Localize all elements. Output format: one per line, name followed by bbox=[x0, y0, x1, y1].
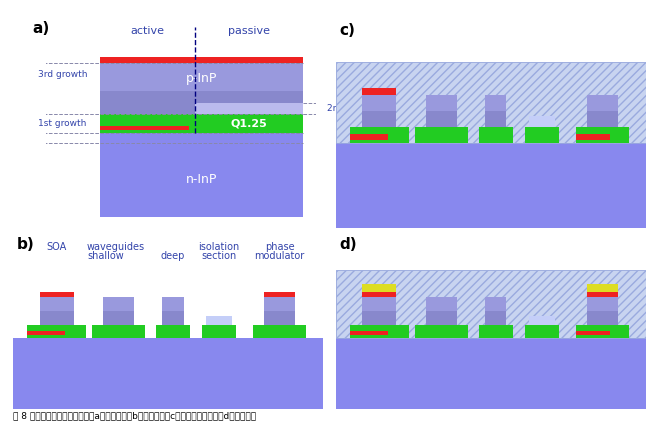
Bar bbox=[100, 114, 303, 133]
Bar bbox=[350, 127, 409, 143]
Bar bbox=[253, 325, 306, 338]
Bar bbox=[40, 292, 74, 298]
Text: modulator: modulator bbox=[254, 251, 304, 261]
Bar bbox=[40, 298, 74, 311]
Bar bbox=[529, 316, 556, 325]
Bar bbox=[415, 325, 468, 338]
Bar bbox=[426, 95, 457, 111]
Bar bbox=[336, 270, 646, 338]
Text: section: section bbox=[202, 251, 237, 261]
Bar bbox=[362, 88, 397, 95]
Bar bbox=[206, 316, 233, 325]
Bar bbox=[362, 298, 397, 311]
Text: passive: passive bbox=[228, 26, 270, 36]
Bar bbox=[362, 111, 397, 127]
Bar bbox=[162, 311, 184, 325]
Bar bbox=[587, 111, 618, 127]
Bar bbox=[576, 331, 610, 335]
Bar bbox=[336, 338, 646, 409]
Text: n-InP: n-InP bbox=[186, 173, 217, 186]
Bar bbox=[362, 292, 397, 298]
Bar bbox=[100, 63, 303, 91]
Bar bbox=[195, 103, 303, 114]
Bar bbox=[100, 91, 303, 114]
Bar bbox=[587, 311, 618, 325]
Bar bbox=[350, 331, 388, 335]
Text: 1st growth: 1st growth bbox=[38, 119, 86, 128]
Text: isolation: isolation bbox=[198, 242, 240, 252]
Bar bbox=[426, 111, 457, 127]
Text: b): b) bbox=[16, 237, 34, 252]
Bar bbox=[103, 311, 134, 325]
Bar bbox=[485, 298, 507, 311]
Bar bbox=[362, 95, 397, 111]
Bar bbox=[587, 298, 618, 311]
Bar bbox=[426, 311, 457, 325]
Bar bbox=[92, 325, 145, 338]
Bar bbox=[264, 311, 295, 325]
Bar bbox=[485, 311, 507, 325]
Bar bbox=[13, 338, 323, 409]
Bar bbox=[264, 298, 295, 311]
Bar bbox=[103, 298, 134, 311]
Bar bbox=[525, 325, 559, 338]
Bar bbox=[478, 127, 513, 143]
Bar bbox=[576, 135, 610, 140]
Text: 3rd growth: 3rd growth bbox=[38, 70, 88, 79]
Bar bbox=[264, 292, 295, 298]
Bar bbox=[27, 325, 86, 338]
Bar bbox=[587, 284, 618, 292]
Text: shallow: shallow bbox=[88, 251, 125, 261]
Text: c): c) bbox=[339, 23, 355, 38]
Bar bbox=[162, 298, 184, 311]
Text: 图 8 四个工艺晶圆结构横截面（a）外延生长（b）波导蚀刻（c）钝化和平坦化，（d）金属化。: 图 8 四个工艺晶圆结构横截面（a）外延生长（b）波导蚀刻（c）钝化和平坦化，（… bbox=[13, 411, 256, 420]
Text: p-InP: p-InP bbox=[186, 72, 217, 84]
Text: active: active bbox=[130, 26, 165, 36]
Bar bbox=[529, 116, 556, 127]
Text: phase: phase bbox=[265, 242, 295, 252]
Bar bbox=[27, 331, 65, 335]
Bar bbox=[40, 311, 74, 325]
Bar bbox=[100, 57, 303, 63]
Bar bbox=[336, 270, 646, 338]
Bar bbox=[336, 62, 646, 143]
Bar bbox=[100, 126, 189, 130]
Bar bbox=[362, 284, 397, 292]
Bar bbox=[485, 95, 507, 111]
Bar bbox=[415, 127, 468, 143]
Bar bbox=[426, 298, 457, 311]
Bar bbox=[202, 325, 236, 338]
Bar bbox=[525, 127, 559, 143]
Text: waveguides: waveguides bbox=[86, 242, 144, 252]
Bar bbox=[587, 292, 618, 298]
Bar bbox=[336, 143, 646, 228]
Text: deep: deep bbox=[161, 251, 185, 261]
Bar bbox=[350, 135, 388, 140]
Bar bbox=[485, 111, 507, 127]
Bar bbox=[362, 311, 397, 325]
Bar bbox=[336, 62, 646, 143]
Text: a): a) bbox=[33, 21, 50, 36]
Text: d): d) bbox=[339, 237, 357, 252]
Bar bbox=[156, 325, 190, 338]
Text: SOA: SOA bbox=[46, 242, 67, 252]
Bar bbox=[100, 133, 303, 217]
Bar bbox=[576, 325, 629, 338]
Text: 2nd growth: 2nd growth bbox=[327, 104, 379, 113]
Bar bbox=[576, 127, 629, 143]
Bar bbox=[350, 325, 409, 338]
Bar bbox=[587, 95, 618, 111]
Bar bbox=[478, 325, 513, 338]
Text: Q1.25: Q1.25 bbox=[231, 119, 267, 128]
